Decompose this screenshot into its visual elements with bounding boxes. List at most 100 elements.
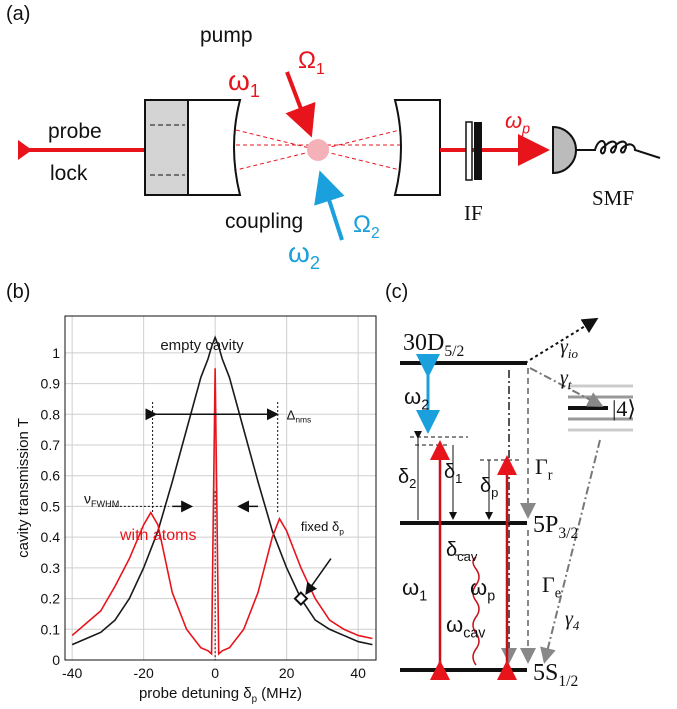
- delta2-main: δ: [398, 466, 409, 488]
- plot-area: [64, 315, 377, 661]
- omegacav-level-main: ω: [446, 612, 463, 637]
- panel-label: (b): [6, 281, 30, 303]
- gamma-r-main: Γ: [535, 454, 548, 479]
- fiber-label: SMF: [592, 186, 634, 210]
- fwhm-label-main: ν: [84, 490, 91, 506]
- nms-label-sub: nms: [295, 415, 311, 425]
- y-tick-label: 0.3: [41, 560, 61, 576]
- delta1: δ1: [444, 461, 462, 486]
- deltacav-sub: cav: [457, 549, 478, 564]
- series-line: [71, 335, 373, 646]
- gamma-e-sub: e: [555, 586, 561, 602]
- fixed-label-main: fixed δ: [301, 519, 339, 534]
- omega1-label-main: ω: [228, 65, 250, 96]
- y-tick-label: 0.1: [41, 621, 61, 637]
- gamma-4-main: γ: [565, 608, 574, 630]
- fwhm-label: νFWHM: [84, 490, 119, 509]
- level-upper-sub: 5/2: [444, 343, 464, 360]
- y-tick-label: 0.7: [41, 437, 61, 453]
- rabi2-label-main: Ω: [353, 211, 371, 238]
- y-tick-label: 0.9: [41, 376, 61, 392]
- fixed-arrow: [305, 558, 332, 596]
- gamma-io-main: γ: [560, 336, 569, 358]
- deltap-sub: p: [491, 485, 498, 500]
- x-axis-label-tail: (MHz): [257, 685, 302, 702]
- omega1-label: ω1: [228, 65, 260, 101]
- delta2-sub: 2: [409, 476, 416, 491]
- omega1-level-main: ω: [402, 575, 419, 600]
- fwhm-label-sub: FWHM: [91, 499, 119, 509]
- gamma-io-sub: io: [568, 346, 579, 361]
- omegap-level-sub: p: [487, 589, 495, 605]
- x-axis-label-sub: p: [252, 694, 258, 705]
- x-tick-label: 20: [279, 665, 295, 681]
- y-tick-label: 1: [52, 345, 60, 361]
- gamma-t: γt: [560, 367, 572, 392]
- omegap-label: ωp: [505, 108, 530, 138]
- omegap-label-sub: p: [521, 122, 530, 138]
- nms-label-main: Δ: [287, 407, 296, 422]
- gamma-4-sub: 4: [573, 618, 580, 633]
- filter-label: IF: [464, 201, 483, 225]
- omega2-label-sub: 2: [310, 253, 320, 273]
- omegacav-level-sub: cav: [463, 626, 486, 642]
- gamma-r: Γr: [535, 454, 553, 484]
- y-tick-label: 0.4: [41, 529, 61, 545]
- deltap: δp: [480, 475, 498, 500]
- omega2-level-main: ω: [404, 384, 421, 409]
- fixed-label-sub: p: [339, 526, 344, 536]
- omega2-label: ω2: [288, 237, 320, 273]
- rabi2-label: Ω2: [353, 211, 380, 242]
- delta2: δ2: [398, 466, 416, 491]
- lock-label: lock: [50, 162, 88, 185]
- x-axis-label: probe detuning δp (MHz): [139, 685, 302, 705]
- omega1-label-sub: 1: [250, 81, 260, 101]
- level-middle: 5P3/2: [533, 512, 578, 542]
- level-upper: 30D5/2: [403, 330, 464, 360]
- y-tick-label: 0.8: [41, 406, 61, 422]
- omega1-level: ω1: [402, 575, 427, 605]
- y-tick-label: 0: [52, 652, 60, 668]
- y-tick-label: 0.5: [41, 498, 61, 514]
- x-tick-label: -40: [62, 665, 82, 681]
- level-ground-main: 5S: [533, 660, 558, 686]
- omega2-level: ω2: [404, 384, 429, 414]
- delta1-sub: 1: [455, 471, 462, 486]
- level-diagram: [400, 317, 633, 680]
- series-label: with atoms: [119, 527, 196, 544]
- gamma-e-main: Γ: [542, 572, 555, 597]
- gamma-r-sub: r: [548, 468, 553, 484]
- omegap-level-main: ω: [470, 575, 487, 600]
- omegap-level: ωp: [470, 575, 495, 605]
- pump-label: pump: [200, 24, 253, 47]
- probe-label: probe: [48, 120, 102, 143]
- x-axis-label-main: probe detuning δ: [139, 685, 252, 702]
- panel-label: (c): [385, 281, 408, 303]
- gamma-4: γ4: [565, 608, 580, 633]
- x-tick-label: 40: [350, 665, 366, 681]
- deltacav-main: δ: [446, 539, 457, 561]
- dark-state: |4⟩: [612, 396, 636, 421]
- deltacav: δcav: [446, 539, 478, 564]
- gamma-io: γio: [560, 336, 579, 361]
- level-middle-sub: 3/2: [558, 525, 578, 542]
- fixed-label: fixed δp: [301, 519, 344, 536]
- rabi2-label-sub: 2: [371, 225, 380, 242]
- nms-label: Δnms: [287, 407, 312, 424]
- delta1-main: δ: [444, 461, 455, 483]
- omega2-level-sub: 2: [421, 398, 429, 414]
- level-middle-main: 5P: [533, 512, 558, 538]
- y-tick-label: 0.2: [41, 591, 61, 607]
- level-ground: 5S1/2: [533, 660, 578, 690]
- y-tick-label: 0.6: [41, 468, 61, 484]
- rabi1-label-sub: 1: [316, 61, 325, 78]
- rabi1-label: Ω1: [298, 47, 325, 78]
- coupling-label: coupling: [225, 210, 303, 233]
- omega2-label-main: ω: [288, 237, 310, 268]
- setup-drawing: [18, 71, 661, 241]
- gamma-e: Γe: [542, 572, 561, 602]
- plot-frame: [64, 315, 377, 661]
- omegap-label-main: ω: [505, 108, 522, 133]
- deltap-main: δ: [480, 475, 491, 497]
